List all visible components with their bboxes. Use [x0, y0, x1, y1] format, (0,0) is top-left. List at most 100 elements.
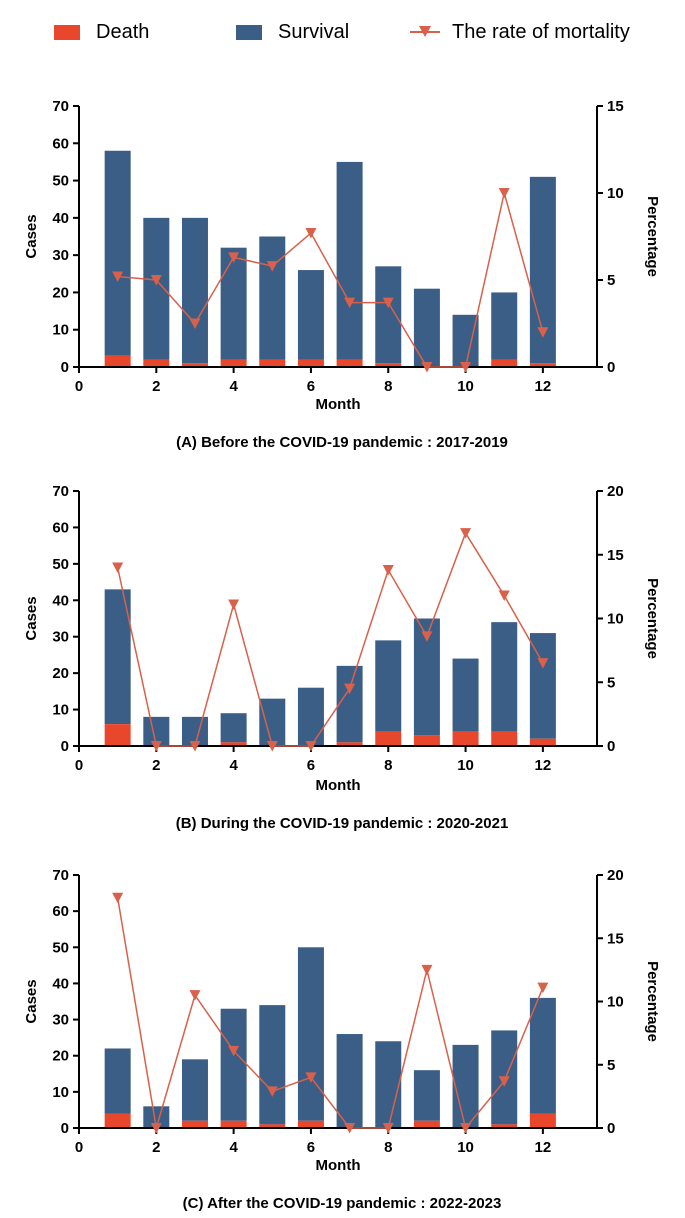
death-bar-month-12	[529, 363, 556, 367]
survival-bar-month-6	[297, 687, 324, 746]
mortality-marker-month-4	[228, 1045, 240, 1057]
survival-bar-month-7	[336, 161, 363, 360]
mortality-marker-month-2	[150, 1123, 162, 1134]
y-tick-label-0: 0	[61, 1120, 69, 1137]
y2-tick-label-0: 0	[607, 359, 615, 376]
y-tick-label-10: 10	[52, 702, 69, 719]
mortality-marker-month-8	[382, 1123, 394, 1134]
y-tick-label-0: 0	[61, 738, 69, 755]
mortality-marker-month-3	[189, 318, 201, 329]
y-tick-label-70: 70	[52, 867, 69, 884]
survival-bar-month-6	[297, 270, 324, 360]
y-tick-label-0: 0	[61, 359, 69, 376]
y-tick-label-50: 50	[52, 939, 69, 956]
survival-bar-month-10	[452, 658, 479, 732]
panel-caption: (A) Before the COVID-19 pandemic : 2017-…	[176, 434, 508, 451]
mortality-marker-month-5	[266, 1086, 278, 1097]
survival-bar-month-6	[297, 947, 324, 1121]
mortality-marker-month-11	[498, 1076, 510, 1087]
death-bar-month-2	[143, 359, 170, 367]
mortality-marker-month-4	[228, 252, 240, 263]
y2-tick-label-0: 0	[607, 1120, 615, 1137]
y-tick-label-30: 30	[52, 1012, 69, 1029]
death-bar-month-9	[413, 1120, 440, 1128]
mortality-marker-month-1	[112, 271, 124, 283]
x-tick-label-4: 4	[229, 1139, 238, 1156]
mortality-marker-month-11	[498, 590, 510, 602]
survival-bar-month-2	[143, 1106, 170, 1128]
mortality-marker-month-12	[537, 327, 549, 338]
x-tick-label-12: 12	[535, 757, 552, 774]
y-axis-title: Cases	[23, 979, 40, 1023]
panel-caption: (C) After the COVID-19 pandemic : 2022-2…	[183, 1195, 502, 1212]
x-tick-label-8: 8	[384, 1139, 392, 1156]
survival-bar-month-4	[220, 247, 247, 360]
survival-bar-month-5	[259, 1005, 286, 1125]
mortality-marker-month-7	[344, 1123, 356, 1134]
survival-bar-month-10	[452, 1044, 479, 1128]
mortality-marker-month-3	[189, 990, 201, 1001]
survival-bar-month-10	[452, 314, 479, 367]
death-bar-month-9	[413, 735, 440, 746]
y-tick-label-70: 70	[52, 483, 69, 500]
x-tick-label-6: 6	[307, 757, 315, 774]
survival-bar-month-4	[220, 1008, 247, 1121]
x-tick-label-4: 4	[229, 757, 238, 774]
y2-axis-title: Percentage	[644, 196, 661, 277]
death-bar-month-5	[259, 359, 286, 367]
y2-tick-label-15: 15	[607, 98, 624, 115]
survival-bar-month-7	[336, 1034, 363, 1128]
y-tick-label-30: 30	[52, 629, 69, 646]
mortality-line-icon	[410, 22, 440, 42]
death-bar-month-7	[336, 359, 363, 367]
survival-bar-month-1	[104, 150, 131, 356]
death-bar-month-4	[220, 359, 247, 367]
death-bar-month-3	[181, 1120, 208, 1128]
y2-tick-label-10: 10	[607, 611, 624, 628]
survival-swatch	[236, 24, 262, 40]
x-tick-label-2: 2	[152, 757, 160, 774]
legend-item-death: Death	[54, 16, 149, 48]
y-tick-label-20: 20	[52, 665, 69, 682]
mortality-marker-month-1	[112, 562, 124, 573]
mortality-marker-month-10	[460, 362, 472, 373]
y2-axis-title: Percentage	[644, 578, 661, 659]
y2-tick-label-20: 20	[607, 483, 624, 500]
death-bar-month-6	[297, 359, 324, 367]
y-tick-label-10: 10	[52, 322, 69, 339]
y-tick-label-20: 20	[52, 284, 69, 301]
y-tick-label-60: 60	[52, 135, 69, 152]
mortality-marker-month-7	[344, 683, 356, 695]
survival-bar-month-4	[220, 713, 247, 743]
death-bar-month-5	[259, 1124, 286, 1128]
x-tick-label-6: 6	[307, 1139, 315, 1156]
mortality-marker-month-11	[498, 188, 510, 199]
death-bar-month-8	[375, 731, 402, 746]
mortality-rate-line	[116, 531, 544, 747]
x-tick-label-10: 10	[457, 1139, 474, 1156]
x-tick-label-8: 8	[384, 378, 392, 395]
x-tick-label-2: 2	[152, 1139, 160, 1156]
mortality-marker-month-8	[382, 297, 394, 309]
mortality-rate-line	[117, 192, 544, 368]
y2-tick-label-15: 15	[607, 930, 624, 947]
y2-tick-label-5: 5	[607, 1057, 615, 1074]
death-bar-month-10	[452, 731, 479, 746]
death-bar-month-11	[491, 731, 518, 746]
x-tick-label-0: 0	[75, 1139, 83, 1156]
survival-bar-month-8	[375, 1041, 402, 1128]
death-bar-month-12	[529, 738, 556, 746]
mortality-marker-month-7	[344, 297, 356, 309]
chart-panel-a: 0 10 20 30 40 50 60 70 0 5 10 15 0 2 4 6 8 10 12 Cases Perce…	[23, 98, 661, 451]
legend-label-survival: Survival	[278, 20, 350, 43]
x-axis-title: Month	[316, 777, 361, 794]
death-bar-month-4	[220, 742, 247, 746]
survival-bar-month-12	[529, 633, 556, 739]
legend-item-survival: Survival	[236, 16, 349, 48]
y-tick-label-20: 20	[52, 1048, 69, 1065]
death-bar-month-12	[529, 1113, 556, 1128]
x-tick-label-4: 4	[229, 378, 238, 395]
y2-tick-label-10: 10	[607, 994, 624, 1011]
survival-bar-month-7	[336, 665, 363, 743]
